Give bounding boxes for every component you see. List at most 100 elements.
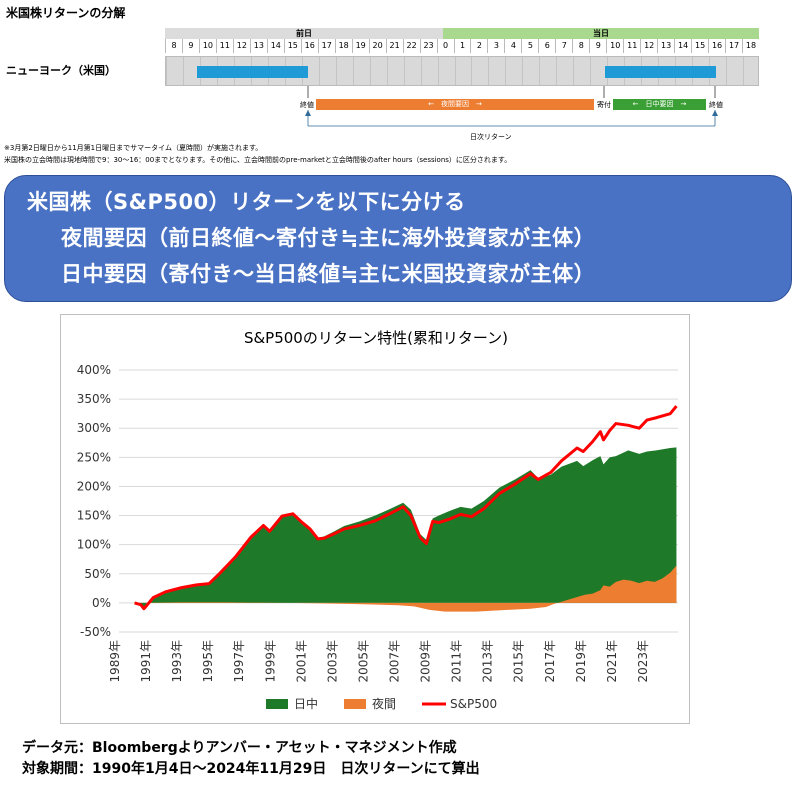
x-tick-label: 2021年 bbox=[605, 640, 619, 683]
y-tick-label: 0% bbox=[92, 596, 111, 610]
prev-close-label: 終値 bbox=[300, 101, 314, 109]
hour-label: 18 bbox=[742, 39, 759, 53]
hour-label: 18 bbox=[334, 39, 352, 53]
overnight-factor-bar: ← 夜間要因 → bbox=[316, 99, 594, 110]
note-trading-hours: 米国株の立会時間は現地時間で9：30～16：00までとなります。その他に、立会時… bbox=[4, 156, 512, 164]
hour-label: 7 bbox=[555, 39, 573, 53]
page-title: 米国株リターンの分解 bbox=[6, 6, 126, 20]
x-tick-label: 2013年 bbox=[481, 640, 495, 683]
data-source: データ元：Bloombergよりアンバー・アセット・マネジメント作成 bbox=[22, 740, 457, 756]
hour-cell bbox=[182, 57, 184, 85]
hour-cell bbox=[556, 57, 558, 85]
x-tick-label: 2015年 bbox=[512, 640, 526, 683]
hour-label: 19 bbox=[351, 39, 369, 53]
data-period: 対象期間：1990年1月4日～2024年11月29日 日次リターンにて算出 bbox=[22, 761, 480, 777]
hour-cell bbox=[454, 57, 456, 85]
hour-label: 5 bbox=[521, 39, 539, 53]
hour-cell bbox=[318, 57, 320, 85]
hour-cell bbox=[539, 57, 541, 85]
y-tick-label: 150% bbox=[77, 509, 111, 523]
hour-label: 15 bbox=[691, 39, 709, 53]
x-tick-label: 2005年 bbox=[356, 640, 370, 683]
summary-banner: 米国株（S&P500）リターンを以下に分ける 夜間要因（前日終値～寄付き≒主に海… bbox=[4, 175, 792, 302]
hour-cell bbox=[573, 57, 575, 85]
area-intraday bbox=[134, 447, 677, 609]
hour-cell bbox=[335, 57, 337, 85]
hour-label: 9 bbox=[589, 39, 607, 53]
timeline-brackets bbox=[305, 86, 718, 127]
x-tick-label: 2017年 bbox=[543, 640, 557, 683]
hour-label: 13 bbox=[657, 39, 675, 53]
intraday-factor-bar: ← 日中要因 → bbox=[613, 99, 706, 110]
legend-swatch bbox=[344, 699, 366, 709]
hour-label: 2 bbox=[470, 39, 488, 53]
legend-swatch bbox=[266, 699, 288, 709]
x-tick-label: 1989年 bbox=[108, 640, 122, 683]
x-tick-label: 2019年 bbox=[574, 640, 588, 683]
legend-label: 日中 bbox=[294, 696, 318, 711]
x-tick-label: 1991年 bbox=[139, 640, 153, 683]
hour-label: 15 bbox=[283, 39, 301, 53]
y-tick-label: 300% bbox=[77, 421, 111, 435]
x-tick-label: 1997年 bbox=[232, 640, 246, 683]
y-tick-label: 200% bbox=[77, 479, 111, 493]
trading-timeline: 前日 当日 8 9 10 11 12 13 14 15 16 17 18 19 20 21 22 23 0 1 2 3… bbox=[0, 28, 800, 168]
y-tick-label: 100% bbox=[77, 538, 111, 552]
prev-day-header: 前日 bbox=[165, 28, 443, 39]
hour-cell bbox=[743, 57, 745, 85]
banner-line-2: 夜間要因（前日終値～寄付き≒主に海外投資家が主体） bbox=[61, 226, 596, 250]
x-tick-label: 1999年 bbox=[263, 640, 277, 683]
hour-cell bbox=[386, 57, 388, 85]
hour-label: 4 bbox=[504, 39, 522, 53]
x-axis-ticks: 1989年 1991年 1993年 1995年 1997年 1999年 2001年 2003年… bbox=[108, 640, 650, 683]
legend-label: S&P500 bbox=[450, 697, 497, 711]
hour-cell bbox=[166, 57, 167, 85]
x-tick-label: 2011年 bbox=[450, 640, 464, 683]
x-tick-label: 2003年 bbox=[325, 640, 339, 683]
hour-cell bbox=[352, 57, 354, 85]
hour-label: 14 bbox=[674, 39, 692, 53]
chart-legend: 日中 夜間 S&P500 bbox=[266, 696, 497, 711]
hour-cell bbox=[522, 57, 524, 85]
today-close-label: 終値 bbox=[709, 101, 723, 109]
chart-areas bbox=[134, 405, 678, 612]
hour-cell bbox=[505, 57, 507, 85]
hour-cell bbox=[437, 57, 439, 85]
hour-label: 3 bbox=[487, 39, 505, 53]
hour-label: 16 bbox=[708, 39, 726, 53]
banner-line-1: 米国株（S&P500）リターンを以下に分ける bbox=[27, 190, 466, 214]
hour-label: 11 bbox=[215, 39, 233, 53]
hour-label: 13 bbox=[249, 39, 267, 53]
hour-cell bbox=[420, 57, 422, 85]
cumulative-return-chart: S&P500のリターン特性(累和リターン) -50% 0% 50% 100% 150% 2… bbox=[77, 329, 678, 711]
prev-day-session bbox=[197, 66, 308, 78]
hour-labels: 8 9 10 11 12 13 14 15 16 17 18 19 20 21 22 23 0 1 2 3 4 5 6 7 8 9… bbox=[165, 39, 759, 53]
hour-label: 8 bbox=[165, 39, 182, 53]
hour-label: 10 bbox=[606, 39, 624, 53]
chart-container: S&P500のリターン特性(累和リターン) -50% 0% 50% 100% 150% 2… bbox=[60, 314, 690, 724]
hour-label: 21 bbox=[385, 39, 403, 53]
today-session bbox=[605, 66, 716, 78]
note-summer-time: ※3月第2日曜日から11月第1日曜日までサマータイム（夏時間）が実施されます。 bbox=[4, 144, 263, 152]
hour-label: 9 bbox=[181, 39, 199, 53]
legend-label: 夜間 bbox=[372, 696, 396, 711]
x-tick-label: 2007年 bbox=[388, 640, 402, 683]
hour-cell bbox=[403, 57, 405, 85]
hour-label: 11 bbox=[623, 39, 641, 53]
hour-label: 22 bbox=[402, 39, 420, 53]
x-tick-label: 1995年 bbox=[201, 640, 215, 683]
hour-label: 6 bbox=[538, 39, 556, 53]
hour-label: 12 bbox=[640, 39, 658, 53]
hour-cell bbox=[726, 57, 728, 85]
x-tick-label: 1993年 bbox=[170, 640, 184, 683]
hour-label: 0 bbox=[436, 39, 454, 53]
hour-label: 1 bbox=[453, 39, 471, 53]
chart-title: S&P500のリターン特性(累和リターン) bbox=[244, 329, 508, 347]
hour-cell bbox=[471, 57, 473, 85]
hour-label: 8 bbox=[572, 39, 590, 53]
y-tick-label: 250% bbox=[77, 450, 111, 464]
x-tick-label: 2009年 bbox=[419, 640, 433, 683]
market-label: ニューヨーク（米国） bbox=[6, 64, 116, 77]
banner-line-3: 日中要因（寄付き～当日終値≒主に米国投資家が主体） bbox=[61, 262, 596, 286]
y-tick-label: 50% bbox=[84, 567, 111, 581]
